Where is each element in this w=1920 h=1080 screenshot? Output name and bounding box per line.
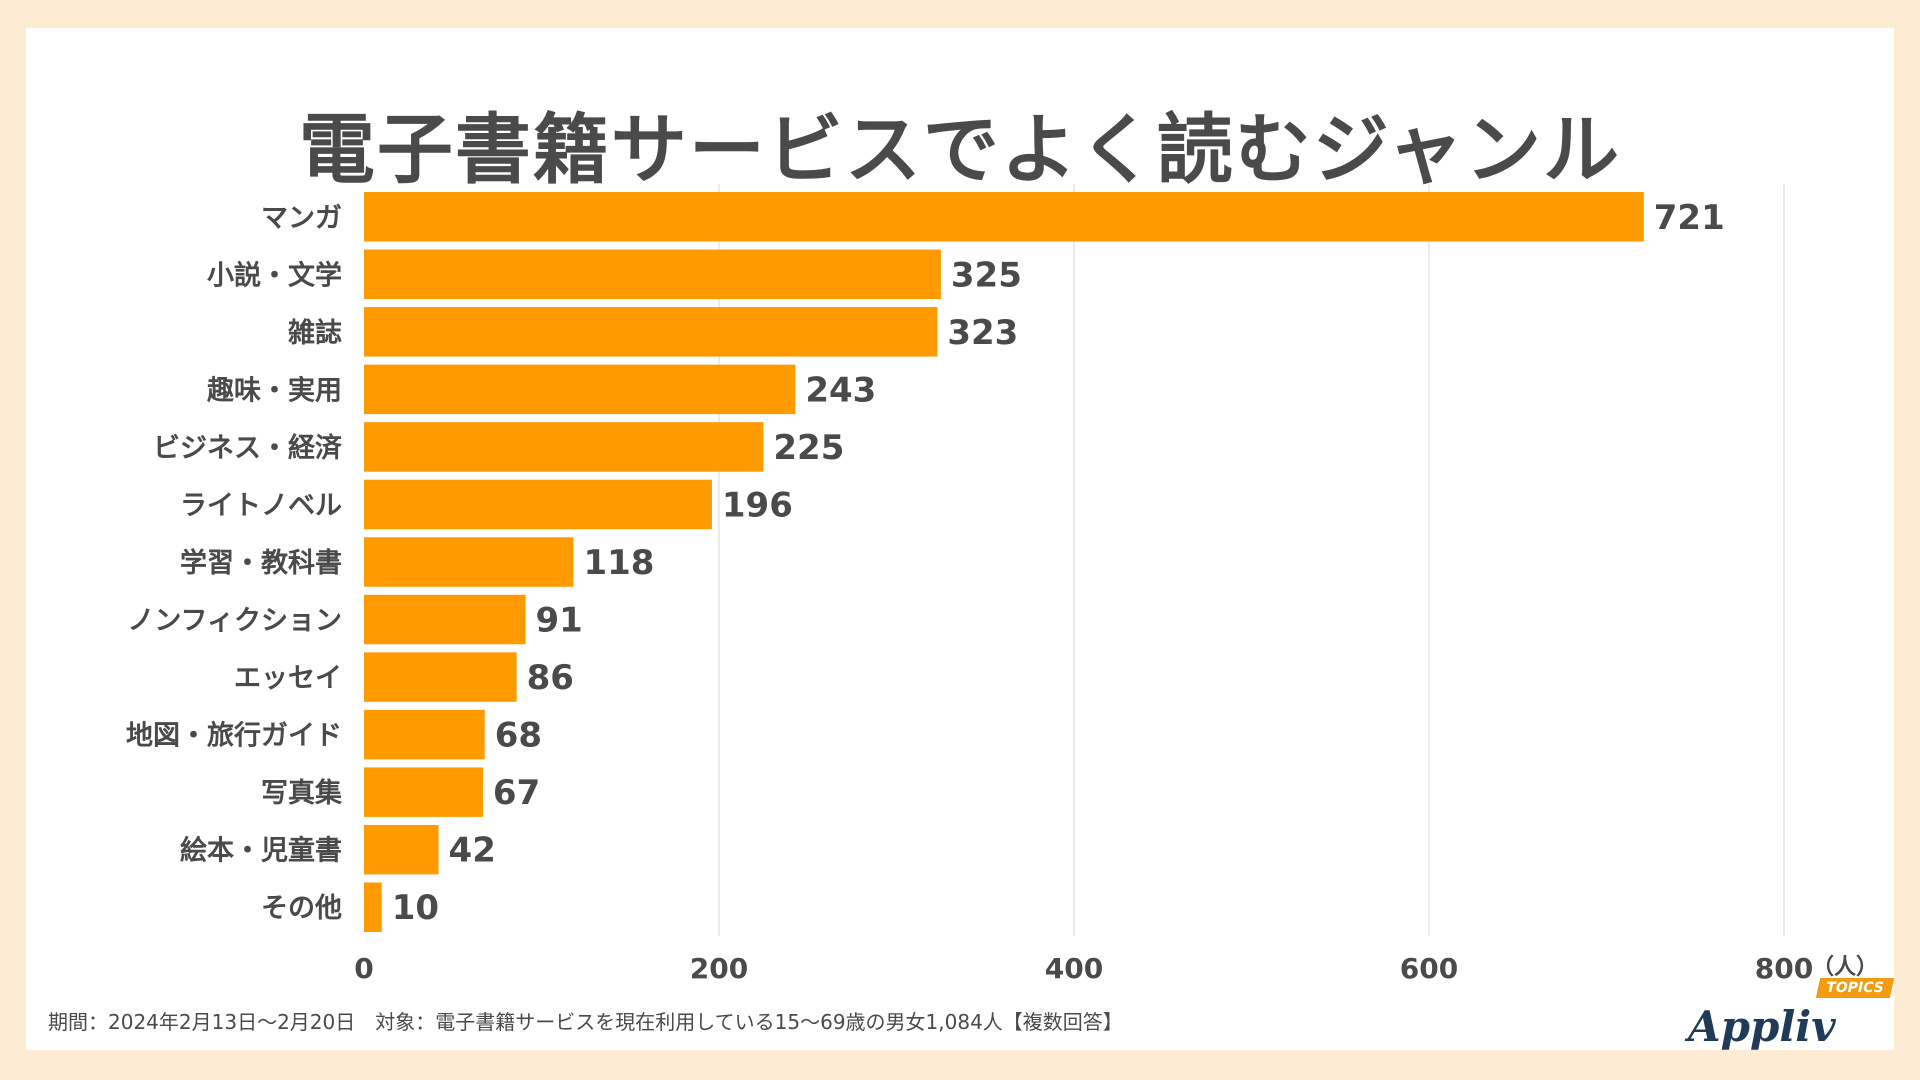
- value-label: 67: [493, 773, 540, 813]
- value-label: 721: [1654, 198, 1725, 238]
- value-label: 196: [722, 485, 793, 525]
- footnote: 期間：2024年2月13日～2月20日 対象：電子書籍サービスを現在利用している…: [48, 1010, 1123, 1034]
- bar-3: [364, 364, 796, 415]
- x-tick-label: 0: [354, 952, 373, 985]
- x-tick-label: 400: [1045, 952, 1103, 985]
- category-label: ビジネス・経済: [153, 432, 343, 464]
- bar-6: [364, 537, 574, 587]
- value-label: 86: [527, 658, 574, 698]
- value-label: 325: [951, 255, 1022, 295]
- value-label: 42: [449, 831, 496, 871]
- bar-7: [364, 594, 526, 645]
- bar-10: [364, 767, 483, 817]
- category-label: 写真集: [261, 777, 343, 809]
- bar-9: [364, 709, 485, 760]
- bar-2: [364, 307, 938, 357]
- category-label: 小説・文学: [207, 259, 342, 291]
- x-axis-unit: （人）: [1812, 955, 1878, 980]
- applivtopics-logo: Appliv TOPICS: [1688, 976, 1894, 1056]
- bar-11: [364, 824, 439, 875]
- bar-8: [364, 652, 517, 702]
- category-label: ノンフィクション: [127, 606, 342, 637]
- bar-1: [364, 249, 941, 300]
- value-label: 68: [495, 716, 542, 756]
- category-label: 地図・旅行ガイド: [126, 720, 342, 752]
- value-label: 323: [947, 313, 1018, 353]
- bar-5: [364, 479, 712, 530]
- value-label: 10: [392, 888, 439, 928]
- chart-card: 電子書籍サービスでよく読むジャンル マンガ 721 小説・文学 325 雑誌 323 趣味・…: [26, 28, 1894, 1051]
- category-label: 雑誌: [287, 317, 342, 349]
- logo-badge: TOPICS: [1815, 978, 1894, 998]
- value-label: 243: [805, 370, 876, 410]
- bar-12: [364, 882, 382, 932]
- bar-0: [364, 192, 1644, 242]
- value-label: 225: [773, 428, 844, 468]
- category-label: 趣味・実用: [206, 374, 342, 406]
- bar-chart: マンガ 721 小説・文学 325 雑誌 323 趣味・実用 243 ビジネス・経済 225 ライト…: [126, 184, 1878, 985]
- category-label: マンガ: [261, 203, 342, 234]
- category-label: 学習・教科書: [180, 547, 342, 579]
- category-label: 絵本・児童書: [180, 835, 342, 867]
- value-label: 91: [536, 601, 583, 641]
- bar-4: [364, 422, 764, 472]
- x-tick-label: 800: [1755, 952, 1813, 985]
- logo-wordmark: Appliv: [1688, 1002, 1836, 1051]
- x-tick-label: 200: [690, 952, 748, 985]
- x-tick-label: 600: [1400, 952, 1458, 985]
- category-label: ライトノベル: [180, 490, 342, 521]
- value-label: 118: [583, 543, 654, 583]
- chart-title: 電子書籍サービスでよく読むジャンル: [298, 105, 1622, 194]
- category-label: エッセイ: [234, 663, 342, 694]
- category-label: その他: [261, 893, 342, 924]
